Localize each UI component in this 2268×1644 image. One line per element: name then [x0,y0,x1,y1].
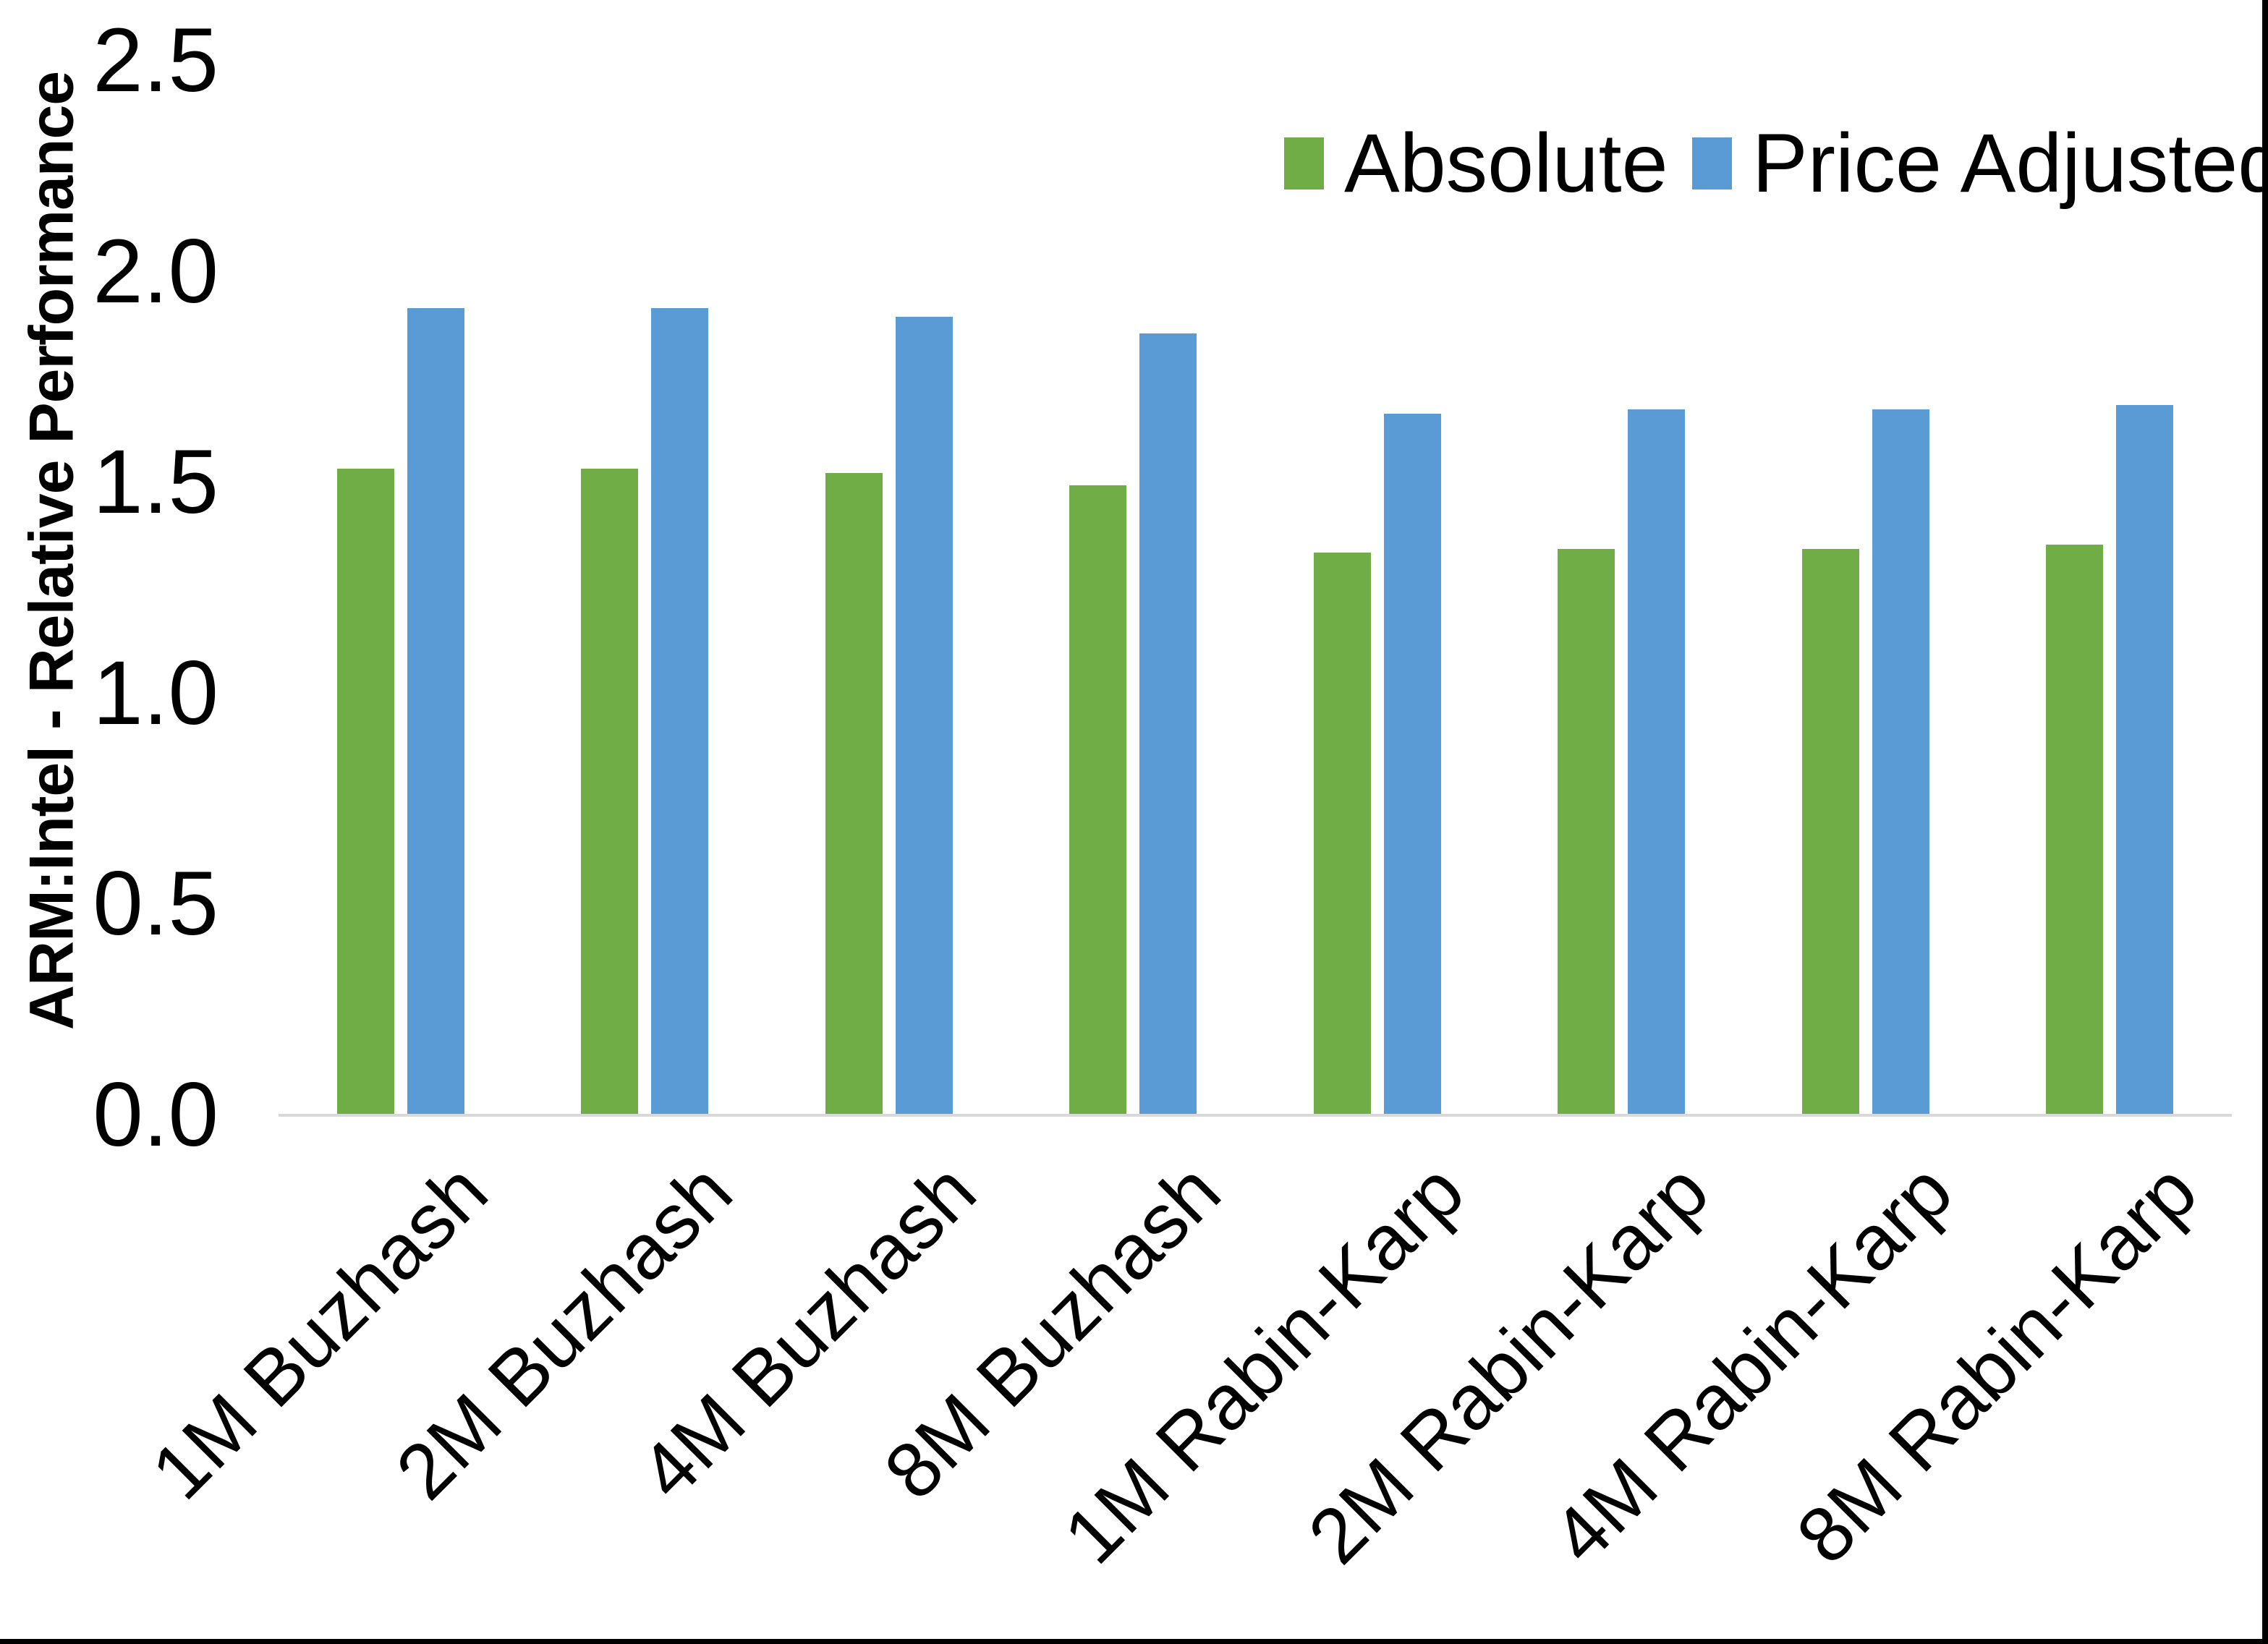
bar-absolute [1558,549,1615,1114]
y-tick-label: 0.5 [93,853,218,955]
legend-label: Price Adjusted [1752,116,2268,210]
y-tick-label: 0.0 [93,1065,218,1165]
y-tick-label: 2.5 [93,10,218,111]
legend-swatch-icon [1284,137,1324,189]
bar-price-adjusted [1872,409,1929,1114]
bar-absolute [581,469,638,1114]
bar-price-adjusted [651,308,708,1114]
bar-absolute [2046,545,2103,1114]
legend-label: Absolute [1344,116,1668,210]
bar-absolute [1802,549,1859,1114]
bar-absolute [1069,485,1126,1114]
bar-price-adjusted [407,308,464,1114]
bar-absolute [825,473,883,1114]
frame-right-edge [2262,0,2268,1644]
bar-price-adjusted [1628,409,1685,1114]
legend-item-price-adjusted: Price Adjusted [1692,122,2268,205]
y-tick-label: 1.0 [93,642,218,744]
bar-price-adjusted [896,317,953,1114]
bar-price-adjusted [1139,333,1197,1114]
legend-item-absolute: Absolute [1284,122,1668,205]
frame-bottom-edge [0,1639,2268,1644]
legend-swatch-icon [1692,137,1732,189]
bar-absolute [337,469,394,1114]
y-tick-label: 1.5 [93,432,218,533]
x-axis-line [279,1114,2232,1117]
bar-absolute [1314,553,1371,1114]
bar-price-adjusted [1384,414,1441,1114]
bar-price-adjusted [2116,405,2173,1114]
y-tick-label: 2.0 [93,221,218,322]
